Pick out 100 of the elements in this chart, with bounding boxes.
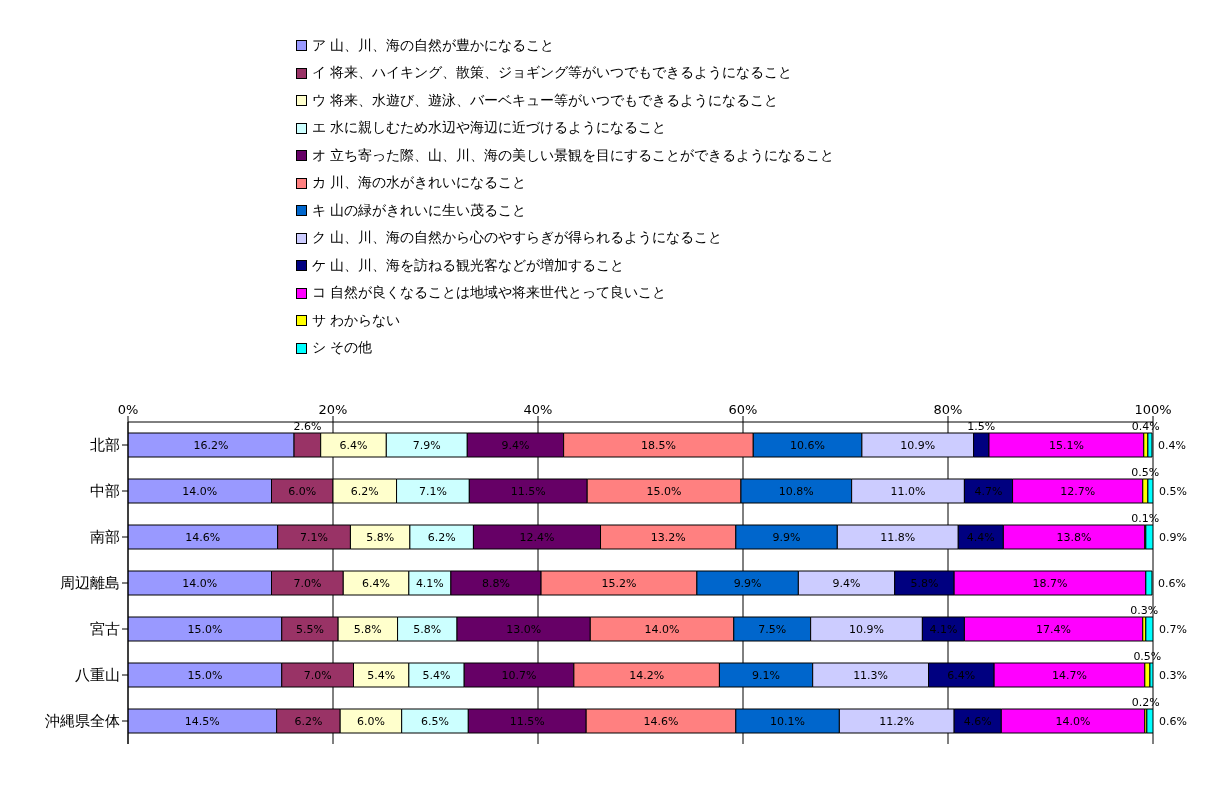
legend-label: ク 山、川、海の自然から心のやすらぎが得られるようになること — [312, 229, 723, 248]
legend-label: ア 山、川、海の自然が豊かになること — [312, 36, 555, 55]
data-label: 6.2% — [350, 485, 379, 498]
y-tick-label: 八重山 — [75, 666, 120, 685]
data-label: 0.7% — [1159, 623, 1187, 636]
data-label: 15.0% — [187, 623, 223, 636]
data-label: 5.8% — [910, 577, 939, 590]
data-label: 18.7% — [1032, 577, 1068, 590]
legend-label: サ わからない — [312, 311, 401, 330]
data-label: 18.5% — [640, 439, 676, 452]
data-label: 4.1% — [929, 623, 958, 636]
data-label: 5.8% — [413, 623, 442, 636]
legend-label: オ 立ち寄った際、山、川、海の美しい景観を目にすることができるようになること — [312, 146, 835, 165]
data-label: 6.4% — [339, 439, 368, 452]
data-label: 7.1% — [418, 485, 447, 498]
data-label: 5.4% — [422, 669, 451, 682]
data-label: 0.4% — [1157, 439, 1186, 452]
data-label: 7.0% — [293, 577, 322, 590]
y-tick-label: 周辺離島 — [60, 574, 120, 593]
data-label: 7.9% — [412, 439, 441, 452]
x-tick-label: 60% — [728, 402, 758, 417]
x-tick-label: 20% — [318, 402, 348, 417]
data-label: 14.6% — [643, 715, 679, 728]
data-label: 9.9% — [772, 531, 801, 544]
legend-label: イ 将来、ハイキング、散策、ジョギング等がいつでもできるようになること — [312, 64, 793, 83]
data-label: 13.8% — [1056, 531, 1092, 544]
data-label: 6.5% — [421, 715, 449, 728]
data-label: 5.8% — [366, 531, 395, 544]
data-label: 10.8% — [778, 485, 814, 498]
data-label: 17.4% — [1036, 623, 1072, 636]
data-label: 1.5% — [967, 420, 996, 433]
data-label: 16.2% — [193, 439, 229, 452]
data-label: 0.3% — [1130, 604, 1159, 617]
data-label: 14.7% — [1051, 669, 1087, 682]
data-label: 11.5% — [509, 715, 545, 728]
data-label: 4.6% — [963, 715, 992, 728]
data-label: 6.2% — [427, 531, 456, 544]
legend-label: カ 川、海の水がきれいになること — [312, 174, 527, 193]
data-label: 4.4% — [966, 531, 995, 544]
y-tick-label: 北部 — [90, 436, 120, 455]
data-label: 6.4% — [947, 669, 976, 682]
data-label: 7.5% — [758, 623, 787, 636]
data-label: 13.0% — [506, 623, 542, 636]
y-tick-label: 中部 — [90, 482, 120, 501]
data-label: 10.9% — [849, 623, 884, 636]
data-label: 10.9% — [900, 439, 936, 452]
data-label: 9.1% — [752, 669, 781, 682]
data-label: 4.7% — [974, 485, 1003, 498]
y-tick-label: 南部 — [90, 528, 120, 547]
y-tick-label: 宮古 — [90, 620, 120, 639]
data-label: 10.1% — [770, 715, 806, 728]
data-label: 13.2% — [650, 531, 686, 544]
data-label: 0.9% — [1159, 531, 1187, 544]
data-label: 0.1% — [1131, 512, 1160, 525]
data-label: 14.2% — [629, 669, 665, 682]
data-label: 5.8% — [353, 623, 382, 636]
data-label: 0.6% — [1157, 577, 1186, 590]
x-tick-label: 100% — [1134, 402, 1172, 417]
data-label: 11.2% — [879, 715, 915, 728]
x-tick-label: 0% — [117, 402, 139, 417]
data-label: 5.5% — [295, 623, 324, 636]
data-label: 15.2% — [601, 577, 637, 590]
data-label: 15.0% — [187, 669, 223, 682]
data-label: 4.1% — [415, 577, 444, 590]
data-label: 0.5% — [1159, 485, 1187, 498]
data-label: 12.7% — [1060, 485, 1096, 498]
data-label: 6.0% — [356, 715, 385, 728]
data-label: 0.4% — [1131, 420, 1160, 433]
data-label: 11.8% — [880, 531, 916, 544]
data-label: 0.5% — [1131, 466, 1160, 479]
data-label: 9.9% — [733, 577, 762, 590]
data-label: 11.0% — [890, 485, 926, 498]
data-label: 0.6% — [1159, 715, 1187, 728]
data-label: 10.6% — [790, 439, 826, 452]
x-tick-label: 80% — [933, 402, 963, 417]
data-label: 14.0% — [182, 577, 218, 590]
data-label: 7.0% — [303, 669, 332, 682]
data-label: 14.0% — [1055, 715, 1091, 728]
data-label: 15.1% — [1048, 439, 1084, 452]
data-label: 11.5% — [510, 485, 546, 498]
y-tick-label: 沖縄県全体 — [45, 712, 120, 731]
data-label: 14.6% — [185, 531, 221, 544]
data-label: 0.5% — [1133, 650, 1162, 663]
legend-label: ケ 山、川、海を訪ねる観光客などが増加すること — [312, 256, 625, 275]
legend-label: ウ 将来、水遊び、遊泳、バーベキュー等がいつでもできるようになること — [312, 91, 779, 110]
legend-label: コ 自然が良くなることは地域や将来世代とって良いこと — [312, 284, 667, 303]
data-label: 14.0% — [644, 623, 680, 636]
data-label: 6.0% — [288, 485, 317, 498]
data-label: 15.0% — [646, 485, 682, 498]
legend-label: エ 水に親しむため水辺や海辺に近づけるようになること — [312, 119, 667, 138]
data-label: 8.8% — [482, 577, 510, 590]
data-label: 14.5% — [184, 715, 220, 728]
data-label: 6.4% — [362, 577, 391, 590]
data-label: 9.4% — [501, 439, 530, 452]
data-label: 7.1% — [300, 531, 329, 544]
data-label: 5.4% — [367, 669, 396, 682]
data-label: 14.0% — [182, 485, 218, 498]
data-label: 10.7% — [501, 669, 537, 682]
x-tick-label: 40% — [523, 402, 553, 417]
data-label: 6.2% — [294, 715, 323, 728]
